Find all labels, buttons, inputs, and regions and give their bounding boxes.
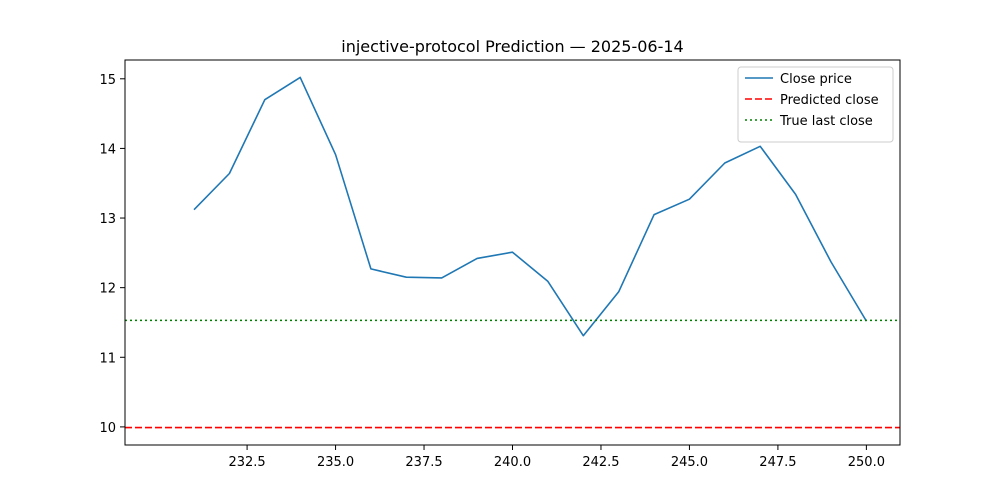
y-tick-label: 10: [99, 421, 116, 436]
close-price-line: [193, 76, 868, 337]
x-tick-label: 237.5: [405, 455, 442, 470]
y-tick-label: 14: [99, 142, 116, 157]
y-tick-label: 13: [99, 212, 116, 227]
x-tick-label: 240.0: [494, 455, 531, 470]
plot-area: [125, 76, 900, 429]
legend: Close price Predicted close True last clos…: [737, 66, 894, 143]
legend-box: [737, 66, 894, 143]
chart-title: injective-protocol Prediction — 2025-06-…: [341, 37, 683, 56]
y-axis: 10 11 12 13 14 15: [99, 73, 125, 436]
legend-label-close-price: Close price: [780, 72, 852, 87]
y-tick-label: 15: [99, 73, 116, 88]
legend-label-true-last-close: True last close: [779, 114, 873, 129]
x-tick-label: 245.0: [671, 455, 708, 470]
x-tick-label: 232.5: [228, 455, 265, 470]
plot-frame: [124, 59, 901, 446]
x-axis: 232.5 235.0 237.5 240.0 242.5 245.0 247.5 250.0: [228, 445, 885, 470]
y-tick-label: 12: [99, 282, 116, 297]
x-tick-label: 247.5: [759, 455, 796, 470]
legend-label-predicted-close: Predicted close: [780, 93, 879, 108]
x-tick-label: 250.0: [848, 455, 885, 470]
x-tick-label: 235.0: [317, 455, 354, 470]
y-tick-label: 11: [99, 351, 116, 366]
x-tick-label: 242.5: [582, 455, 619, 470]
